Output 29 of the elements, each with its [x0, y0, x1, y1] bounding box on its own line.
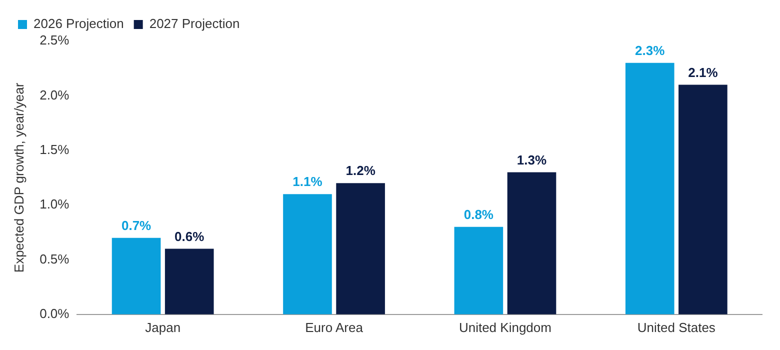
data-label: 1.3% [516, 152, 547, 168]
bar [112, 238, 161, 314]
y-tick-label: 2.0% [40, 87, 70, 102]
y-tick-label: 1.5% [40, 142, 70, 157]
bar [336, 183, 385, 314]
y-tick-label: 1.0% [40, 196, 70, 212]
bar [678, 84, 728, 314]
data-label: 1.2% [346, 163, 376, 178]
legend-label: 2026 Projection [34, 16, 124, 32]
data-label: 2.1% [688, 64, 718, 80]
bar [507, 172, 556, 314]
data-label: 0.7% [121, 218, 152, 233]
bar [454, 226, 504, 314]
x-tick-label: United States [637, 320, 716, 335]
bar [283, 194, 332, 314]
y-tick-label: 0.5% [40, 251, 70, 266]
x-tick-label: United Kingdom [458, 320, 552, 335]
legend-label: 2027 Projection [149, 16, 240, 32]
y-axis-title: Expected GDP growth, year/year [11, 82, 26, 273]
x-tick-label: Japan [145, 320, 181, 335]
y-tick-label: 2.5% [40, 32, 70, 48]
bar [625, 62, 674, 314]
data-label: 1.1% [292, 174, 323, 190]
x-tick-label: Euro Area [305, 320, 364, 335]
bar [164, 248, 214, 314]
data-label: 0.6% [174, 228, 205, 244]
y-tick-label: 0.0% [40, 306, 70, 321]
data-label: 0.8% [464, 206, 494, 222]
data-label: 2.3% [635, 42, 666, 58]
